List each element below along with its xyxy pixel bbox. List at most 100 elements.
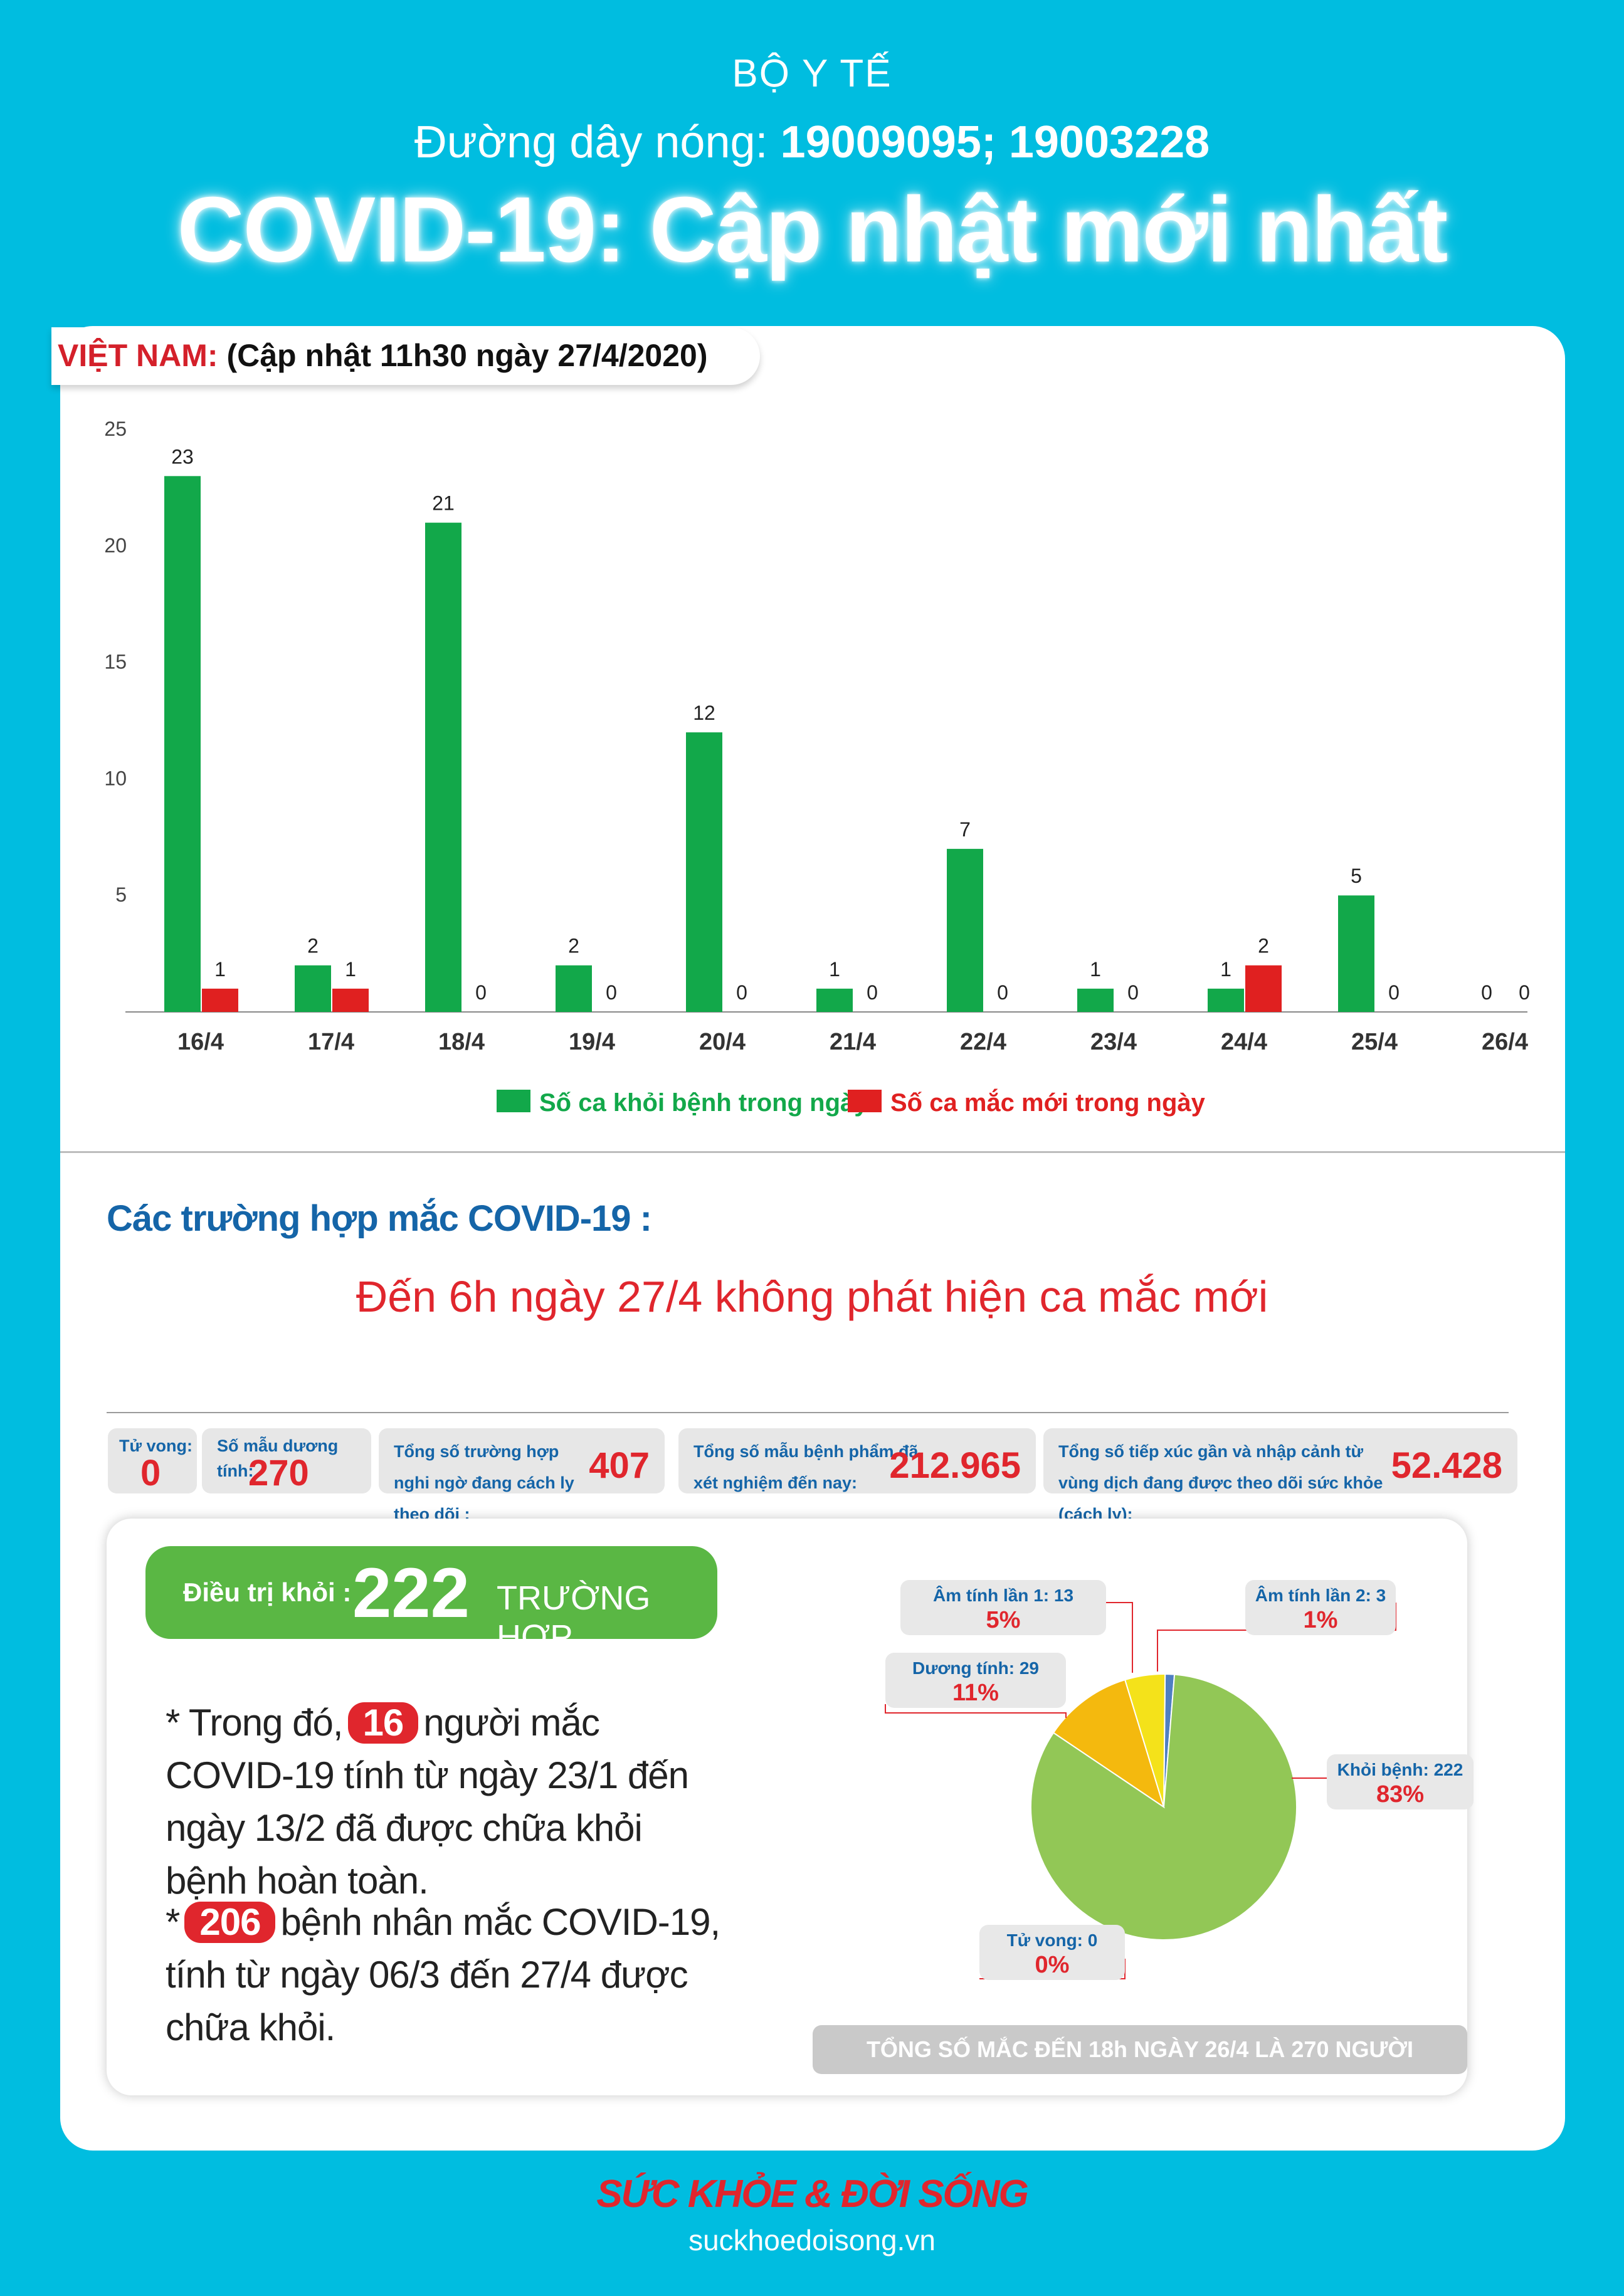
bar-chart: 51015202516/423117/42118/421019/42020/41… bbox=[104, 418, 1530, 1117]
bar bbox=[202, 988, 238, 1012]
pie-label-box bbox=[1245, 1580, 1396, 1635]
pie-slice-percent: 0% bbox=[1035, 1952, 1070, 1978]
legend-swatch bbox=[848, 1090, 882, 1112]
x-tick-label: 21/4 bbox=[830, 1029, 876, 1055]
stat-suspected: Tổng số trường hợp nghi ngờ đang cách ly… bbox=[379, 1428, 665, 1524]
pie-slice bbox=[1124, 1673, 1166, 1808]
cases-title: Các trường hợp mắc COVID-19 : bbox=[107, 1198, 652, 1239]
divider bbox=[60, 1151, 1565, 1153]
x-tick-label: 24/4 bbox=[1221, 1029, 1267, 1055]
bar-value-label: 1 bbox=[1090, 958, 1101, 981]
bar-value-label: 2 bbox=[568, 935, 579, 957]
pie-leader-line bbox=[885, 1704, 1067, 1718]
bar bbox=[295, 965, 331, 1012]
y-tick-label: 10 bbox=[104, 767, 127, 789]
brand-url: suckhoedoisong.vn bbox=[688, 2224, 936, 2257]
bar-value-label: 1 bbox=[829, 958, 840, 981]
note-text: bệnh nhân mắc COVID-19, tính từ ngày 06/… bbox=[166, 1901, 720, 2048]
hotline-numbers: 19009095; 19003228 bbox=[780, 117, 1210, 167]
update-tag bbox=[51, 327, 760, 385]
stat-value: 0 bbox=[140, 1453, 161, 1493]
bar bbox=[1208, 988, 1244, 1012]
y-tick-label: 15 bbox=[104, 651, 127, 673]
recovered-number: 222 bbox=[352, 1554, 470, 1632]
stat-value: 212.965 bbox=[889, 1445, 1021, 1486]
stat-label: Tử vong: bbox=[119, 1436, 193, 1455]
x-tick-label: 17/4 bbox=[308, 1029, 354, 1055]
stat-label: Số mẫu dương tính: bbox=[217, 1436, 339, 1480]
bar-value-label: 0 bbox=[1519, 981, 1530, 1004]
stat-label: Tổng số tiếp xúc gần và nhập cảnh từ vùn… bbox=[1058, 1442, 1383, 1524]
bar-value-label: 2 bbox=[307, 935, 319, 957]
bar bbox=[332, 988, 369, 1012]
bar bbox=[816, 988, 853, 1012]
bar-value-label: 0 bbox=[1127, 981, 1139, 1004]
stat-positive: Số mẫu dương tính: 270 bbox=[202, 1428, 371, 1493]
recovered-pill: Điều trị khỏi : 222 TRƯỜNG HỢP bbox=[145, 1546, 717, 1656]
x-tick-label: 20/4 bbox=[699, 1029, 746, 1055]
bar-value-label: 0 bbox=[475, 981, 487, 1004]
note-paragraph-2: * 206 bệnh nhân mắc COVID-19, tính từ ngày… bbox=[166, 1896, 730, 2054]
bar bbox=[1245, 965, 1282, 1012]
pie-slice-label: Âm tính lần 2: 3 bbox=[1255, 1586, 1386, 1605]
legend-label: Số ca mắc mới trong ngày bbox=[890, 1088, 1206, 1117]
note-prefix: * Trong đó, bbox=[166, 1702, 344, 1744]
stat-value: 52.428 bbox=[1391, 1445, 1502, 1486]
bar-value-label: 1 bbox=[1220, 958, 1231, 981]
stat-deaths: Tử vong: 0 bbox=[108, 1428, 197, 1493]
update-time: (Cập nhật 11h30 ngày 27/4/2020) bbox=[226, 338, 708, 373]
y-tick-label: 5 bbox=[115, 883, 127, 906]
pie-slice bbox=[1052, 1678, 1165, 1809]
bar bbox=[425, 522, 461, 1012]
bar-value-label: 23 bbox=[171, 445, 194, 468]
org-name: BỘ Y TẾ bbox=[732, 52, 892, 95]
pie-leader-line bbox=[1106, 1602, 1133, 1673]
pie-slice-label: Khỏi bệnh: 222 bbox=[1337, 1760, 1463, 1779]
pie-slice-label: Tử vong: 0 bbox=[1007, 1930, 1098, 1950]
total-cases-banner: TỔNG SỐ MẮC ĐẾN 18h NGÀY 26/4 LÀ 270 NGƯ… bbox=[813, 2025, 1467, 2074]
bar-value-label: 5 bbox=[1351, 865, 1362, 887]
x-tick-label: 23/4 bbox=[1090, 1029, 1137, 1055]
x-tick-label: 19/4 bbox=[569, 1029, 615, 1055]
bar bbox=[556, 965, 592, 1012]
bar-value-label: 0 bbox=[1388, 981, 1400, 1004]
brand-logo: SỨC KHỎE & ĐỜI SỐNG bbox=[596, 2172, 1029, 2216]
x-tick-label: 22/4 bbox=[960, 1029, 1006, 1055]
note-prefix: * bbox=[166, 1901, 180, 1943]
stat-label: Tổng số trường hợp nghi ngờ đang cách ly… bbox=[394, 1442, 574, 1524]
pie-label-box bbox=[885, 1653, 1066, 1708]
country-label: VIỆT NAM: bbox=[58, 338, 218, 373]
bar-value-label: 2 bbox=[1258, 935, 1269, 957]
bar-value-label: 12 bbox=[693, 702, 715, 724]
bar-value-label: 7 bbox=[959, 818, 971, 841]
hotline-label: Đường dây nóng: bbox=[414, 117, 768, 167]
bar-value-label: 1 bbox=[345, 958, 356, 981]
cases-note: Đến 6h ngày 27/4 không phát hiện ca mắc … bbox=[356, 1272, 1268, 1321]
stat-value: 407 bbox=[589, 1445, 650, 1486]
x-tick-label: 26/4 bbox=[1482, 1029, 1528, 1055]
update-tag-text: VIỆT NAM: (Cập nhật 11h30 ngày 27/4/2020… bbox=[58, 337, 707, 374]
count-badge: 16 bbox=[347, 1702, 419, 1744]
bar-value-label: 0 bbox=[1481, 981, 1492, 1004]
bar bbox=[947, 848, 983, 1012]
y-tick-label: 20 bbox=[104, 534, 127, 557]
bar bbox=[1077, 988, 1114, 1012]
x-tick-label: 16/4 bbox=[177, 1029, 224, 1055]
legend-swatch bbox=[497, 1090, 530, 1112]
x-tick-label: 25/4 bbox=[1351, 1029, 1398, 1055]
pie-label-box bbox=[1327, 1754, 1474, 1809]
legend-label: Số ca khỏi bệnh trong ngày bbox=[539, 1089, 868, 1117]
bar-value-label: 1 bbox=[214, 958, 226, 981]
x-tick-label: 18/4 bbox=[438, 1029, 485, 1055]
bar-value-label: 0 bbox=[606, 981, 617, 1004]
bar-value-label: 0 bbox=[997, 981, 1008, 1004]
count-badge: 206 bbox=[184, 1902, 276, 1943]
pie-slice-label: Dương tính: 29 bbox=[912, 1658, 1039, 1678]
stat-monitored: Tổng số tiếp xúc gần và nhập cảnh từ vùn… bbox=[1043, 1428, 1517, 1524]
recovered-label: Điều trị khỏi : bbox=[183, 1577, 352, 1607]
note-text: người mắc COVID-19 tính từ ngày 23/1 đến… bbox=[166, 1702, 689, 1902]
pie-slice-percent: 11% bbox=[952, 1680, 999, 1706]
bar bbox=[686, 732, 722, 1012]
page-title: COVID-19: Cập nhật mới nhất bbox=[177, 178, 1448, 282]
